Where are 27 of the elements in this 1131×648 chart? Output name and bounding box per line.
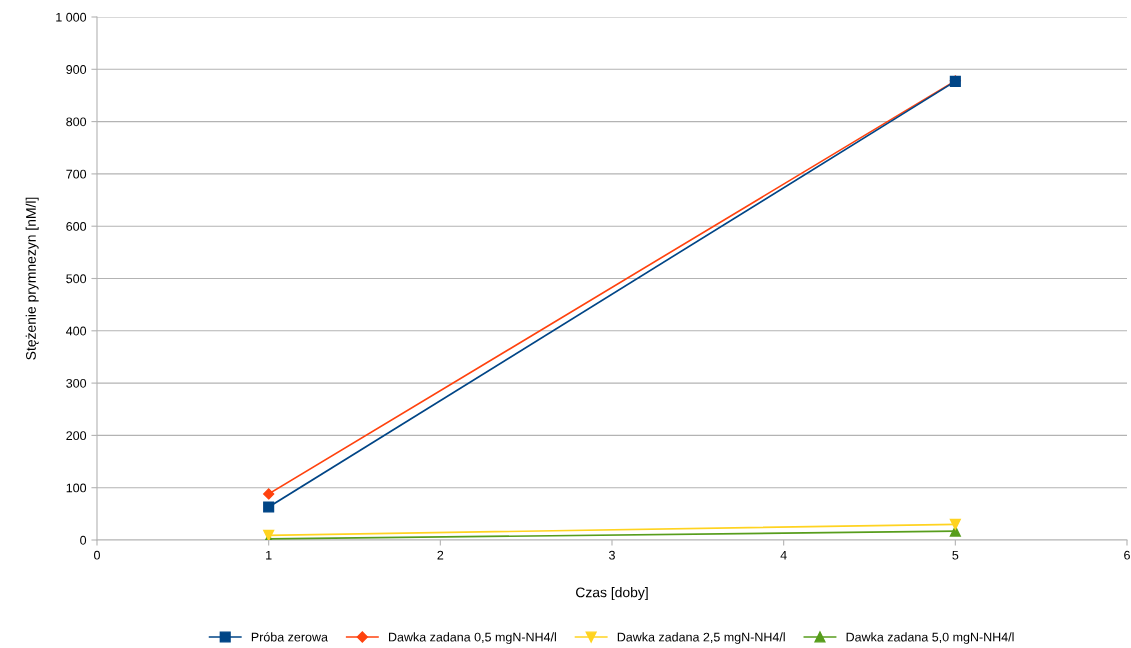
- point: [263, 488, 275, 500]
- x-tick-label: 0: [94, 550, 100, 560]
- x-tick-label: 3: [609, 550, 615, 560]
- y-tick-label: 200: [66, 431, 87, 441]
- y-tick-label: 900: [66, 65, 87, 74]
- y-axis-title: Stężenie prymnezyn [nM/l]: [25, 197, 39, 360]
- y-tick-label: 400: [66, 326, 87, 336]
- y-tick-label: 100: [66, 483, 87, 493]
- y-tick-label: 600: [66, 222, 87, 231]
- legend-label: Dawka zadana 5,0 mgN-NH4/l: [846, 632, 1014, 644]
- x-axis-title: Czas [doby]: [576, 587, 648, 601]
- legend-label: Próba zerowa: [251, 632, 328, 642]
- x-tick-label: 5: [952, 550, 959, 560]
- y-tick-label: 1 000: [56, 12, 87, 22]
- x-tick-label: 1: [266, 550, 272, 560]
- y-tick-label: 800: [66, 117, 87, 127]
- legend-label: Dawka zadana 0,5 mgN-NH4/l: [388, 632, 556, 644]
- x-tick-label: 2: [437, 550, 444, 560]
- y-tick-label: 500: [66, 274, 87, 284]
- x-tick-label: 6: [1124, 550, 1130, 560]
- x-tick-label: 4: [780, 550, 787, 560]
- y-tick-label: 300: [66, 378, 87, 388]
- point: [949, 518, 961, 530]
- point: [263, 501, 275, 513]
- legend-label: Dawka zadana 2,5 mgN-NH4/l: [617, 632, 785, 644]
- y-tick-label: 700: [66, 169, 87, 179]
- y-tick-label: 0: [80, 535, 87, 545]
